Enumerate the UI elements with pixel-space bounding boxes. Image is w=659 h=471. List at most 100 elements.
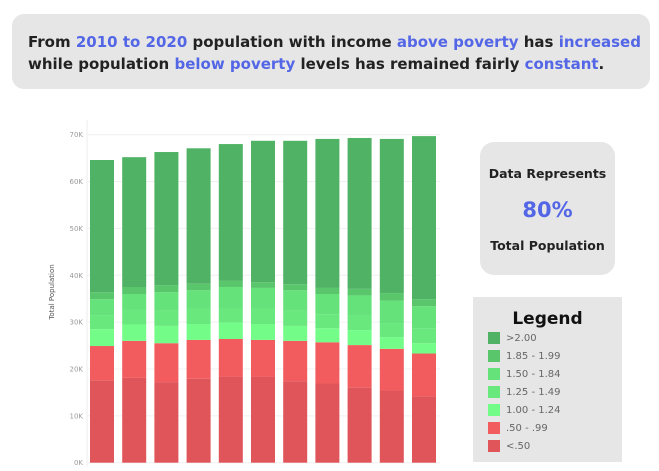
y-tick-label: 20K [70,365,84,373]
bar-segment [251,308,275,325]
bar-segment [347,137,372,289]
headline-banner: From 2010 to 2020 population with income… [12,14,650,89]
bar-segment [122,286,147,295]
bar-segment [154,152,179,286]
bar-segment [186,148,211,284]
bar-segment [90,329,114,347]
bar-segment [412,299,436,307]
card-percent: 80% [522,198,573,222]
bar-segment [347,295,372,316]
bar-segment [379,300,404,324]
bar-segment [218,144,243,281]
bar-segment [122,377,147,463]
headline-text: population with income [187,33,397,51]
bar-segment [283,325,308,341]
bar-segment [122,294,147,310]
card-sublabel: Total Population [490,238,605,253]
stacked-bar-chart: 0K 10K 20K 30K 40K 50K 60K 70K Total Population [48,120,440,467]
legend-item: 1.85 - 1.99 [488,347,622,365]
bar-segment [412,306,436,329]
legend-label: <.50 [506,440,531,452]
bar-segment [251,140,275,283]
bar-segment [122,324,147,341]
bar-segment [154,343,179,383]
headline-text: levels has remained fairly [295,55,525,73]
bar-segment [218,280,243,287]
bar-segment [283,340,308,382]
headline-line-2: while population below poverty levels ha… [28,53,650,75]
bar-segment [315,383,340,463]
bar-segment [218,308,243,323]
bar-segment [412,328,436,344]
legend-swatch [488,368,500,380]
bar-segment [412,136,436,300]
legend-item: 1.50 - 1.84 [488,365,622,383]
bar-segment [251,282,275,288]
bar-segment [315,328,340,343]
bar-segment [251,339,275,377]
y-tick-label: 30K [70,319,84,327]
legend-label: 1.50 - 1.84 [506,368,561,380]
data-represents-card: Data Represents 80% Total Population [480,142,615,275]
legend-swatch [488,332,500,344]
bar-segment [218,322,243,339]
y-tick-label: 50K [70,225,84,233]
bar-segment [412,343,436,354]
bar-segment [90,160,114,293]
bar-segment [251,376,275,463]
headline-highlight: constant [524,55,599,73]
headline-text: has [518,33,559,51]
bar-segment [379,293,404,301]
bar-segment [90,380,114,463]
bar-segment [315,287,340,295]
bar-segment [154,325,179,344]
bar-segment [347,345,372,388]
bar-segment [283,290,308,311]
headline-highlight: above poverty [396,33,519,51]
legend-swatch [488,386,500,398]
bar-segment [154,310,179,326]
bar-segment [283,381,308,463]
bar-segment [347,288,372,296]
bar-segment [186,339,211,379]
bar-segment [154,292,179,311]
bar-segment [283,310,308,326]
bar-segment [186,324,211,340]
legend-label: >2.00 [506,332,537,344]
y-tick-label: 0K [74,459,83,467]
bar-segment [122,309,147,325]
y-tick-label: 10K [70,412,84,420]
bar-segment [347,315,372,331]
legend-swatch [488,422,500,434]
legend-label: 1.25 - 1.49 [506,386,561,398]
bar-segment [90,315,114,330]
headline-text: . [598,55,605,73]
bar-segment [90,299,114,316]
bar-segment [251,287,275,309]
bar-segment [218,338,243,377]
bar-segment [315,342,340,384]
headline-highlight: increased [558,33,641,51]
y-axis-label: Total Population [48,264,56,320]
bar-segment [154,382,179,463]
bar-segment [412,353,436,397]
legend-item: <.50 [488,437,622,455]
legend-item: 1.25 - 1.49 [488,383,622,401]
y-tick-label: 70K [70,131,84,139]
bar-segment [90,346,114,381]
bar-segment [154,285,179,293]
bar-segment [186,308,211,325]
bar-segment [186,283,211,291]
bar-segment [379,138,404,294]
legend-item: .50 - .99 [488,419,622,437]
bar-segment [186,378,211,463]
bar-segment [412,396,436,463]
legend: Legend >2.00 1.85 - 1.99 1.50 - 1.84 1.25 -… [473,297,622,462]
y-tick-label: 40K [70,272,84,280]
headline-highlight: 2010 to 2020 [75,33,188,51]
bar-segment [379,323,404,338]
bar-segment [283,140,308,285]
bar-segment [347,387,372,463]
bar-segment [218,286,243,309]
bar-segment [315,314,340,329]
